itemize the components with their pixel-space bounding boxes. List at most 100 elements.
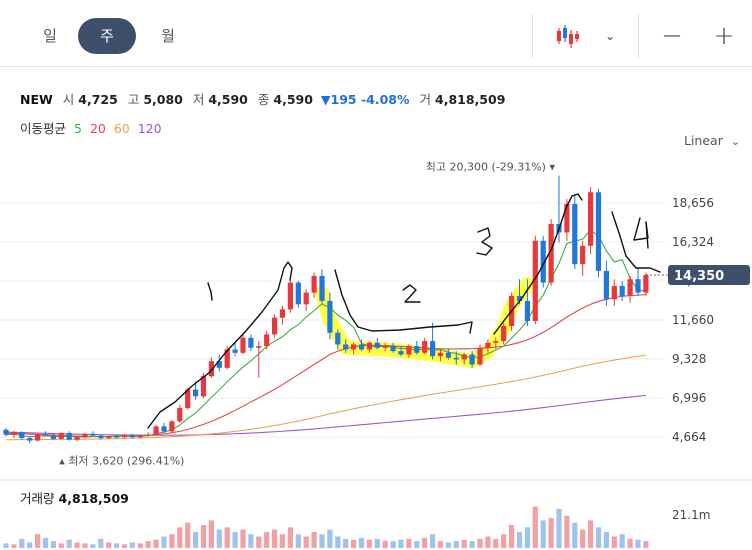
ma-20-label: 20 — [89, 121, 106, 136]
candle-body — [145, 434, 151, 436]
moving-average-legend[interactable]: 이동평균 5 20 60 120 — [20, 118, 166, 137]
ma-120-line — [5, 394, 646, 436]
ma-5-label: 5 — [74, 121, 82, 136]
tab-weekly[interactable]: 주 — [78, 18, 136, 54]
volume-bar — [374, 538, 380, 548]
volume-bar — [485, 536, 491, 548]
candle-body — [445, 352, 451, 358]
price-summary: NEW 시 4,725 고 5,080 저 4,590 종 4,590 ▼195… — [20, 89, 505, 108]
current-price-tag — [668, 265, 750, 286]
volume-bar — [287, 527, 293, 548]
candle-body — [272, 317, 278, 335]
candle-body — [279, 309, 286, 318]
volume-bar — [169, 534, 175, 548]
volume-bar — [121, 544, 128, 548]
volume-bar — [540, 520, 546, 548]
scale-mode-button[interactable]: Linear ⌄ — [684, 133, 740, 148]
tab-daily[interactable]: 일 — [43, 27, 57, 45]
volume-bar — [351, 539, 357, 548]
candle-body — [42, 434, 49, 436]
candle-body — [50, 435, 56, 439]
candle-body — [27, 438, 33, 441]
max-price-annotation: 최고 20,300 (-29.31%) ▾ — [426, 161, 556, 174]
candle-body — [406, 346, 412, 355]
candle-body — [580, 245, 586, 265]
candle-body — [169, 421, 175, 432]
tab-monthly[interactable]: 월 — [161, 27, 175, 45]
volume-bar — [303, 536, 309, 548]
candle-body — [319, 275, 325, 301]
volume-bar — [335, 536, 341, 548]
candle-body — [358, 344, 365, 350]
chevron-down-icon[interactable]: ⌄ — [604, 29, 616, 43]
volume-bar — [390, 541, 396, 548]
stock-name: NEW — [20, 92, 53, 107]
candle-body — [390, 346, 396, 352]
volume-bar — [548, 518, 554, 548]
ma-title: 이동평균 — [20, 121, 67, 136]
y-tick-label: 6,996 — [672, 391, 706, 405]
chevron-down-icon: ⌄ — [730, 135, 741, 148]
low-value: 4,590 — [208, 92, 248, 107]
volume-short-label: 거 — [419, 92, 432, 107]
volume-bar — [66, 539, 72, 548]
volume-bar — [256, 536, 262, 548]
volume-bar — [193, 531, 199, 548]
candlestick-icon[interactable] — [548, 18, 588, 54]
volume-bar — [461, 539, 467, 548]
volume-bar — [358, 537, 365, 548]
open-label: 시 — [62, 92, 75, 107]
hand-drawn-label-2 — [402, 284, 421, 303]
candle-body — [619, 285, 625, 296]
y-tick-label: 11,660 — [672, 313, 714, 327]
candle-body — [627, 279, 633, 296]
open-value: 4,725 — [78, 92, 118, 107]
hand-drawn-label-3 — [476, 227, 493, 256]
candle-body — [635, 279, 641, 293]
candle-body — [430, 341, 436, 357]
volume-bar — [406, 538, 412, 548]
volume-bar — [311, 531, 317, 548]
candle-body — [485, 342, 491, 348]
volume-bar — [3, 543, 9, 548]
volume-bar — [58, 543, 64, 548]
candle-body — [232, 349, 238, 353]
candle-body — [66, 433, 72, 440]
candle-body — [248, 337, 254, 348]
candle-body — [216, 361, 222, 368]
volume-bar — [74, 542, 80, 548]
volume-bar — [153, 539, 159, 548]
candle-body — [477, 347, 483, 365]
candle-body — [469, 354, 475, 365]
candle-body — [588, 192, 594, 246]
volume-bar — [35, 534, 41, 548]
candle-body — [153, 426, 159, 435]
volume-bar — [532, 506, 538, 548]
candle-body — [11, 432, 17, 435]
ma-5-line — [5, 229, 646, 438]
volume-bar — [635, 539, 641, 548]
candle-body — [572, 203, 578, 265]
volume-bar — [437, 541, 444, 548]
volume-bar — [232, 531, 238, 548]
volume-bar — [453, 541, 459, 548]
candle-body — [121, 434, 128, 438]
candle-body — [453, 357, 459, 360]
volume-bar — [564, 515, 570, 548]
volume-bar — [366, 539, 372, 548]
volume-bar — [414, 541, 420, 548]
volume-bar — [509, 525, 515, 548]
minus-icon[interactable]: − — [661, 21, 683, 51]
volume-bar — [343, 538, 349, 548]
close-label: 종 — [257, 92, 270, 107]
plus-icon[interactable]: + — [713, 21, 735, 51]
volume-bar — [382, 540, 388, 548]
candle-body — [335, 332, 341, 345]
ma-120-label: 120 — [137, 121, 162, 136]
candle-body — [74, 437, 80, 440]
candle-body — [540, 240, 546, 283]
volume-bar — [114, 543, 120, 548]
candle-body — [603, 270, 609, 300]
volume-bar — [19, 538, 25, 548]
